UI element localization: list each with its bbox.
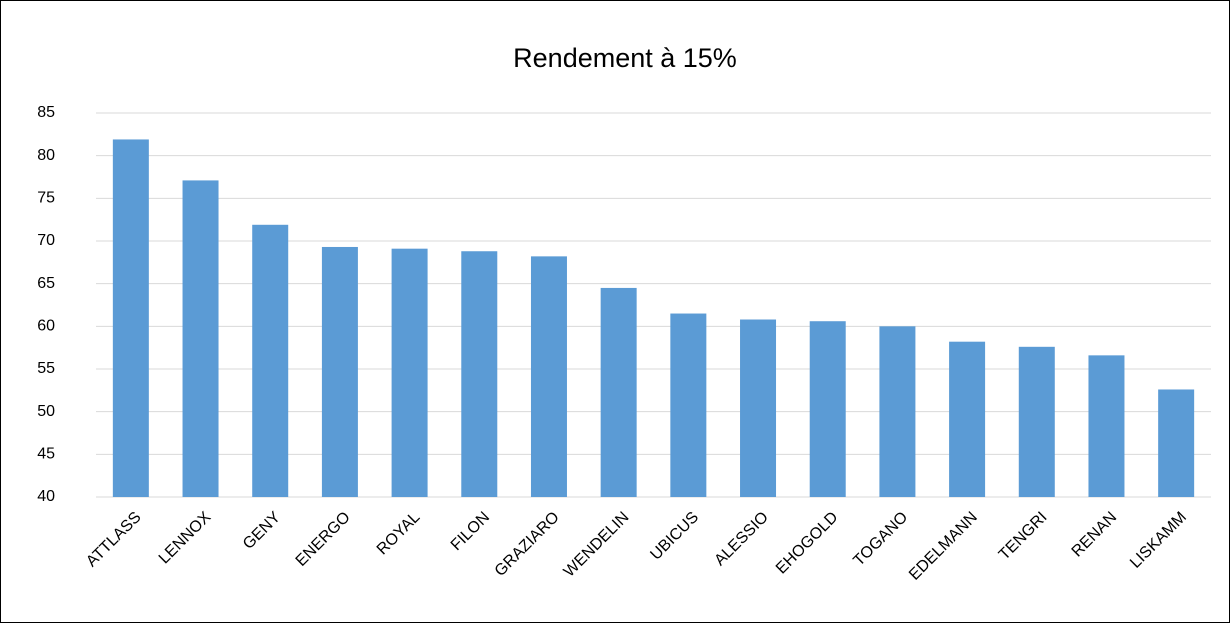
bar xyxy=(1158,389,1195,497)
bar xyxy=(1018,346,1055,497)
y-tick-label: 55 xyxy=(37,360,55,377)
bar xyxy=(182,180,219,497)
bar xyxy=(949,341,986,497)
y-tick-label: 60 xyxy=(37,318,55,335)
y-tick-label: 40 xyxy=(37,488,55,505)
y-tick-label: 65 xyxy=(37,275,55,292)
bar xyxy=(530,256,567,497)
bar xyxy=(879,326,916,497)
chart-title: Rendement à 15% xyxy=(513,43,737,73)
bar xyxy=(809,321,846,497)
bar xyxy=(1088,355,1125,497)
y-tick-label: 85 xyxy=(37,104,55,121)
bar xyxy=(670,313,707,497)
bar xyxy=(391,248,428,497)
bar xyxy=(461,251,498,497)
bar xyxy=(321,246,358,497)
bar xyxy=(112,139,149,497)
y-tick-label: 80 xyxy=(37,147,55,164)
bar xyxy=(252,224,289,497)
y-tick-label: 70 xyxy=(37,232,55,249)
y-tick-label: 75 xyxy=(37,190,55,207)
bar xyxy=(600,287,637,497)
bar xyxy=(740,319,777,497)
y-tick-label: 50 xyxy=(37,403,55,420)
y-tick-label: 45 xyxy=(37,446,55,463)
